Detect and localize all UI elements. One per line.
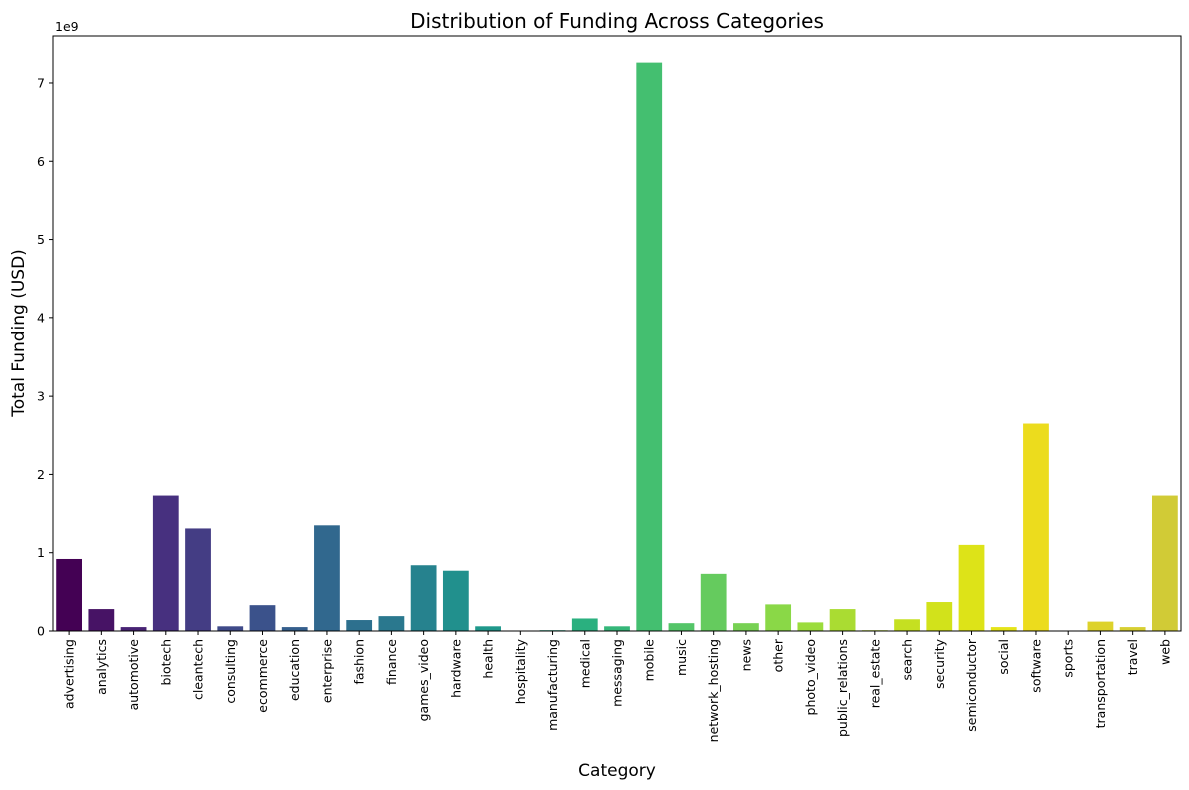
bar-automotive xyxy=(120,627,147,631)
x-tick-label: software xyxy=(1028,639,1043,693)
x-tick-label: messaging xyxy=(610,639,625,707)
x-tick-label: education xyxy=(287,639,302,701)
y-tick-label: 5 xyxy=(37,232,45,247)
x-tick-label: other xyxy=(771,638,786,672)
bar-web xyxy=(1151,495,1178,631)
bar-health xyxy=(475,626,501,631)
bar-photo_video xyxy=(797,622,824,631)
bar-finance xyxy=(378,616,405,631)
y-tick-label: 1 xyxy=(37,545,45,560)
bar-social xyxy=(990,627,1017,631)
x-tick-label: analytics xyxy=(94,639,109,695)
bar-news xyxy=(733,623,759,631)
x-tick-label: travel xyxy=(1125,639,1140,675)
x-tick-label: consulting xyxy=(223,639,238,704)
bar-other xyxy=(765,604,792,631)
x-tick-label: transportation xyxy=(1093,639,1108,728)
x-tick-label: hospitality xyxy=(513,638,528,704)
x-tick-label: finance xyxy=(384,639,399,685)
bar-games_video xyxy=(410,565,437,631)
chart-title: Distribution of Funding Across Categorie… xyxy=(410,9,824,33)
y-tick-label: 0 xyxy=(37,624,45,639)
x-tick-label: enterprise xyxy=(319,639,334,703)
bar-medical xyxy=(571,618,598,631)
bar-enterprise xyxy=(314,525,340,631)
x-axis-label: Category xyxy=(578,761,656,781)
y-ticks-group: 0 1 2 3 4 5 6 7 xyxy=(37,75,53,639)
x-tick-label: music xyxy=(674,639,689,676)
bar-security xyxy=(926,602,953,631)
bar-ecommerce xyxy=(249,605,276,631)
bar-search xyxy=(894,619,920,631)
y-tick-label: 2 xyxy=(37,467,45,482)
bar-education xyxy=(281,627,308,631)
bar-fashion xyxy=(346,620,373,631)
x-tick-label: cleantech xyxy=(191,639,206,700)
x-tick-label: security xyxy=(932,638,947,689)
bar-analytics xyxy=(88,609,115,631)
bar-mobile xyxy=(636,62,663,632)
x-tick-label: social xyxy=(996,639,1011,675)
bar-public_relations xyxy=(829,609,856,631)
bar-cleantech xyxy=(185,528,211,631)
bar-transportation xyxy=(1087,621,1114,631)
bar-network_hosting xyxy=(700,573,727,631)
bar-travel xyxy=(1119,627,1146,631)
x-tick-label: real_estate xyxy=(867,639,882,709)
x-tick-label: semiconductor xyxy=(964,638,979,732)
x-tick-label: mobile xyxy=(642,639,657,682)
plot-frame xyxy=(52,35,1182,632)
bar-advertising xyxy=(56,558,83,631)
x-tick-label: advertising xyxy=(62,639,77,709)
y-tick-label: 6 xyxy=(37,154,45,169)
x-tick-label: medical xyxy=(577,639,592,688)
x-tick-label: ecommerce xyxy=(255,639,270,713)
x-tick-label: public_relations xyxy=(835,639,850,737)
bar-hardware xyxy=(442,570,469,631)
bar-consulting xyxy=(217,626,244,631)
x-tick-label: photo_video xyxy=(803,639,818,715)
x-tick-label: news xyxy=(738,639,753,671)
x-tick-label: biotech xyxy=(158,639,173,685)
x-tick-label: hardware xyxy=(448,639,463,698)
x-tick-label: manufacturing xyxy=(545,639,560,731)
y-offset-label: 1e9 xyxy=(55,19,79,34)
x-tick-label: health xyxy=(481,639,496,679)
x-tick-label: fashion xyxy=(352,639,367,685)
x-tick-label: sports xyxy=(1061,639,1076,678)
bar-messaging xyxy=(604,626,630,631)
y-axis-label: Total Funding (USD) xyxy=(9,249,29,418)
bar-semiconductor xyxy=(958,544,985,631)
bar-software xyxy=(1023,423,1049,631)
x-tick-label: search xyxy=(900,639,915,681)
x-tick-label: web xyxy=(1157,639,1172,665)
x-tick-label: automotive xyxy=(126,639,141,711)
x-tick-label: network_hosting xyxy=(706,639,721,742)
bar-biotech xyxy=(152,495,179,631)
x-ticks-group: advertising analytics automotive biotech cle… xyxy=(62,631,1172,742)
y-tick-label: 3 xyxy=(37,389,45,404)
bar-music xyxy=(668,623,695,631)
y-tick-label: 4 xyxy=(37,310,45,325)
x-tick-label: games_video xyxy=(416,639,431,721)
y-tick-label: 7 xyxy=(37,75,45,90)
bars-group xyxy=(56,62,1178,632)
